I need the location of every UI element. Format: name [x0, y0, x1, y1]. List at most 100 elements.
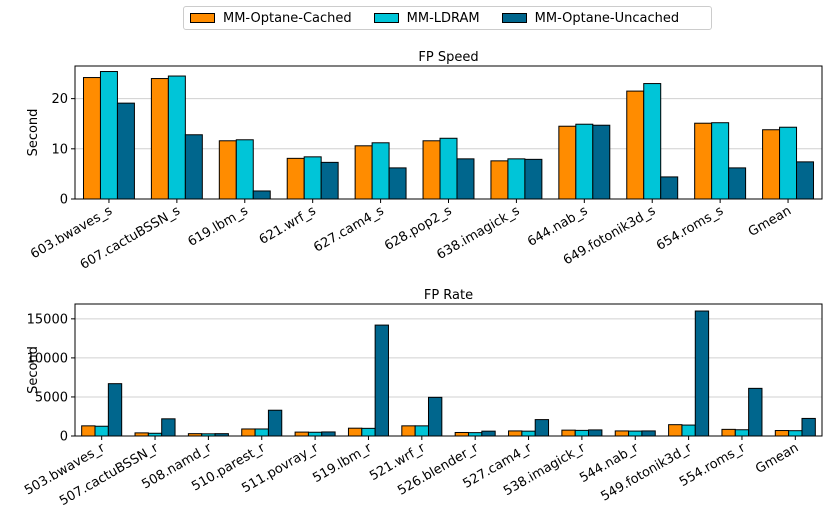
bar: [534, 419, 550, 437]
bar: [490, 160, 509, 200]
bar: [574, 429, 590, 437]
bar: [774, 430, 790, 437]
bar: [371, 142, 390, 200]
bar: [218, 140, 237, 200]
legend-swatch-ldram: [373, 13, 399, 23]
y-tick-label: 5000: [35, 390, 68, 405]
bar: [801, 417, 816, 437]
bar: [668, 424, 683, 437]
y-tick-label: 20: [51, 92, 68, 107]
bar: [235, 139, 254, 200]
bar: [711, 122, 730, 200]
bar: [779, 126, 798, 200]
legend-label-ldram: MM-LDRAM: [406, 10, 480, 26]
bar: [643, 83, 662, 200]
legend-item-ldram: MM-LDRAM: [373, 10, 480, 26]
bar: [99, 71, 118, 200]
chart-title: FP Rate: [424, 288, 473, 303]
bar: [354, 145, 373, 200]
plot-frame: [74, 65, 823, 200]
bar: [721, 428, 736, 437]
bar: [641, 430, 656, 437]
legend-swatch-optane-cached: [190, 13, 215, 23]
bar: [161, 418, 176, 437]
plot-frame: [74, 303, 823, 437]
bar: [107, 383, 123, 437]
bar: [361, 427, 376, 437]
bar: [150, 78, 169, 200]
bar: [184, 134, 203, 200]
bar: [588, 429, 603, 437]
legend-label-optane-uncached: MM-Optane-Uncached: [534, 10, 680, 26]
x-tick-label: 549.fotonik3d_r: [599, 440, 696, 504]
x-tick-label: Gmean: [746, 203, 794, 239]
x-tick-label: 654.roms_s: [654, 203, 726, 253]
bar: [660, 176, 679, 200]
bar: [320, 161, 339, 200]
chart-title: FP Speed: [418, 50, 478, 65]
bar: [508, 430, 523, 437]
bar: [681, 424, 696, 437]
bar: [748, 387, 763, 437]
bar: [524, 158, 543, 200]
bar: [303, 156, 322, 200]
bar: [592, 124, 611, 200]
legend: MM-Optane-Cached MM-LDRAM MM-Optane-Unca…: [183, 6, 712, 30]
bar: [414, 425, 429, 437]
bar: [694, 310, 710, 437]
bar: [507, 158, 526, 200]
bar: [254, 428, 269, 437]
x-tick-label: Gmean: [753, 440, 801, 476]
legend-swatch-optane-uncached: [501, 13, 527, 23]
bar: [626, 90, 645, 200]
bar: [728, 167, 747, 200]
bar: [252, 190, 271, 200]
bar: [294, 431, 309, 437]
bar: [82, 77, 101, 200]
bar: [788, 430, 803, 437]
bar: [468, 432, 483, 437]
y-axis-label: Second: [26, 109, 41, 157]
bar: [694, 122, 713, 200]
bar: [116, 102, 135, 200]
bar: [388, 167, 407, 200]
bar: [454, 431, 470, 437]
bar: [521, 430, 536, 437]
y-tick-label: 10: [51, 142, 68, 157]
bar: [307, 431, 323, 437]
x-tick-label: 519.lbm_r: [310, 440, 375, 486]
bar: [286, 157, 305, 200]
bar: [614, 430, 630, 437]
legend-label-optane-cached: MM-Optane-Cached: [223, 10, 352, 26]
bar: [374, 324, 389, 437]
bar: [456, 158, 475, 200]
bar: [422, 140, 441, 200]
bar: [167, 75, 186, 200]
y-tick-label: 15000: [27, 312, 68, 327]
chart-fp-speed: FP Speed01020Second603.bwaves_s607.cactu…: [26, 50, 823, 273]
bar: [81, 425, 96, 437]
y-tick-label: 0: [60, 193, 68, 208]
bar: [94, 425, 109, 437]
y-tick-label: 0: [60, 430, 68, 445]
bar: [267, 409, 283, 437]
bar: [762, 129, 781, 200]
bar: [558, 125, 577, 200]
bar: [734, 429, 750, 437]
bar: [561, 429, 576, 437]
bar: [321, 431, 336, 437]
legend-item-optane-uncached: MM-Optane-Uncached: [501, 10, 680, 26]
bar: [628, 430, 643, 437]
bar: [347, 427, 363, 437]
bar: [401, 425, 416, 437]
bar: [481, 430, 496, 437]
bar: [241, 428, 256, 437]
x-tick-label: 619.lbm_s: [185, 203, 251, 249]
legend-item-optane-cached: MM-Optane-Cached: [190, 11, 352, 26]
bar: [427, 396, 443, 437]
bar: [575, 123, 594, 200]
chart-fp-rate: FP Rate050001000015000Second503.bwaves_r…: [22, 288, 823, 509]
bar: [796, 161, 815, 200]
bar: [439, 137, 458, 200]
x-tick-label: 621.wrf_s: [257, 203, 319, 247]
